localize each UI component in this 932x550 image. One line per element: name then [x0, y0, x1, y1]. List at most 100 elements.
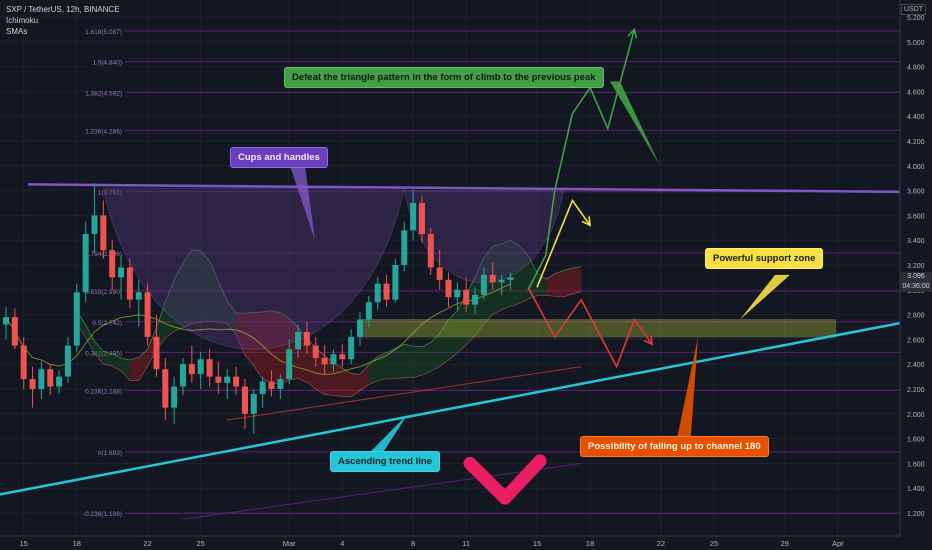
time-tick-label: 15	[533, 539, 541, 548]
price-tick-label: 4.800	[907, 65, 925, 72]
candle	[357, 312, 363, 346]
candle-body	[171, 386, 178, 408]
candle-body	[312, 345, 319, 358]
candle	[64, 336, 71, 383]
candle	[268, 370, 275, 397]
time-tick-label: Apr	[832, 539, 844, 548]
candle-body	[472, 294, 479, 305]
fib-label: 0.618(2.990)	[85, 289, 122, 296]
cup-shape	[403, 190, 565, 284]
candle	[224, 369, 231, 399]
candle-body	[295, 331, 302, 350]
cloud-segment	[492, 243, 502, 315]
cloud-segment	[483, 246, 493, 324]
time-axis-bg	[0, 536, 932, 550]
ascending-trend-line	[0, 315, 932, 496]
price-tick-label: 1.600	[907, 461, 925, 468]
candle	[100, 200, 107, 259]
candle	[56, 370, 63, 394]
cloud-segment	[165, 279, 175, 339]
fib-label: 1(3.791)	[98, 190, 122, 197]
candle-body	[480, 274, 487, 295]
symbol-title[interactable]: SXP / TetherUS, 12h, BINANCE	[6, 5, 120, 14]
cloud-segment	[333, 362, 343, 397]
cloud-segment	[501, 240, 511, 310]
candle	[250, 389, 257, 434]
time-tick-label: 29	[781, 539, 789, 548]
price-tick-label: 2.600	[907, 337, 925, 344]
price-tick-label: 1.200	[907, 511, 925, 518]
cloud-segment	[528, 255, 537, 300]
candle-body	[348, 336, 355, 360]
cloud-segment	[368, 356, 378, 385]
candle-body	[126, 267, 133, 300]
sma-lines	[5, 283, 582, 520]
time-axis[interactable]: 15 18 22 25 Mar 4 8 11 15 18 22 25 29 Apr	[0, 535, 932, 550]
cloud-segment	[85, 325, 95, 354]
bear-projection-arrowhead	[643, 335, 654, 346]
cloud-segment	[563, 268, 573, 297]
indicator-smas[interactable]: SMAs	[6, 27, 28, 36]
candle	[188, 345, 195, 383]
annotation-falling[interactable]: Possibility of falling up to channel 180	[580, 436, 769, 457]
candle	[162, 358, 169, 420]
candle	[472, 287, 479, 315]
candle	[312, 336, 319, 367]
annotation-cups[interactable]: Cups and handles	[230, 147, 328, 168]
candle	[330, 349, 337, 372]
fib-label: 1.382(4.592)	[85, 90, 122, 97]
cloud-segment	[510, 240, 520, 307]
annotation-trendline[interactable]: Ascending trend line	[330, 451, 440, 472]
pointer-trendline	[365, 413, 408, 458]
cup-and-handle-shapes	[102, 187, 565, 350]
cloud-segment	[236, 312, 245, 355]
candle-body	[20, 345, 27, 380]
candle-body	[197, 359, 204, 375]
candle-body	[29, 379, 36, 389]
cloud-segment	[404, 344, 414, 378]
candle	[427, 227, 434, 275]
currency-label[interactable]: USDT	[900, 4, 926, 15]
time-tick-label: 18	[73, 539, 81, 548]
candle-body	[303, 331, 310, 346]
candle	[445, 272, 452, 308]
candle	[126, 258, 133, 309]
candle	[206, 349, 213, 387]
price-tick-label: 3.600	[907, 213, 925, 220]
indicator-ichimoku[interactable]: Ichimoku	[6, 16, 39, 25]
annotation-support[interactable]: Powerful support zone	[705, 248, 824, 269]
cloud-segment	[218, 281, 228, 324]
cloud-span-a	[76, 239, 582, 375]
fib-label: 0.236(2.188)	[85, 388, 122, 395]
candle	[118, 255, 125, 300]
annotation-breakout[interactable]: Defeat the triangle pattern in the form …	[284, 67, 604, 88]
cloud-segment	[519, 245, 529, 304]
candle	[135, 279, 142, 327]
candle	[38, 361, 45, 399]
fib-label: 0(1.693)	[98, 450, 122, 457]
candle	[20, 336, 27, 389]
candle	[507, 272, 514, 290]
last-price: 3.096	[907, 273, 925, 280]
candle	[277, 374, 284, 399]
pointer-support	[740, 274, 790, 320]
candle	[365, 296, 372, 327]
price-tick-label: 4.600	[907, 89, 925, 96]
price-tick-label: 4.200	[907, 139, 925, 146]
fib-label: 1.5(4.840)	[92, 60, 122, 67]
candle-body	[454, 289, 461, 298]
candle	[498, 274, 505, 295]
cloud-segment	[103, 351, 113, 367]
projection-paths	[527, 27, 654, 369]
time-tick-label: 11	[462, 539, 470, 548]
fib-label: -0.236(1.198)	[83, 511, 122, 518]
candle	[348, 329, 355, 365]
fib-label: 1.618(5.087)	[85, 29, 122, 36]
cloud-segment	[386, 348, 396, 379]
cloud-segment	[421, 342, 431, 376]
candle-body	[330, 354, 337, 365]
cloud-segment	[183, 249, 192, 328]
bear-projection	[527, 286, 653, 369]
candle-body	[339, 354, 346, 360]
